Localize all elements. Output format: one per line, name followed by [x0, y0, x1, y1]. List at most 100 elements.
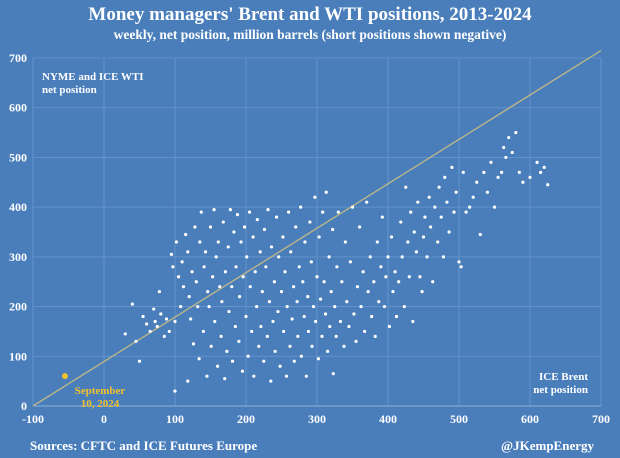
data-point	[418, 275, 422, 279]
data-point	[159, 312, 163, 316]
data-point	[216, 364, 220, 368]
data-point	[404, 185, 408, 189]
data-point	[288, 344, 292, 348]
data-point	[134, 339, 138, 343]
data-point	[301, 280, 305, 284]
data-point	[179, 304, 183, 309]
highlight-label-line1: September	[75, 385, 126, 397]
data-point	[194, 280, 198, 284]
data-point	[322, 280, 326, 284]
data-point	[380, 215, 384, 219]
data-point	[205, 374, 209, 378]
data-point	[478, 232, 482, 237]
data-point	[546, 183, 550, 187]
data-point	[225, 349, 229, 353]
x-tick-label: 300	[308, 412, 326, 426]
data-point	[164, 317, 169, 321]
data-point	[507, 135, 511, 140]
data-point	[214, 255, 218, 259]
data-point	[223, 377, 227, 381]
data-point	[368, 255, 372, 259]
x-tick-label: 400	[379, 412, 397, 426]
data-point	[287, 210, 291, 214]
data-point	[176, 275, 181, 279]
data-point	[323, 312, 328, 316]
data-point	[510, 150, 514, 155]
data-point	[244, 314, 248, 319]
y-tick-label: 200	[9, 300, 27, 314]
data-point	[259, 324, 263, 329]
data-point	[347, 324, 351, 329]
data-point	[199, 210, 203, 214]
data-point	[223, 270, 228, 274]
data-point	[306, 295, 310, 299]
data-point	[327, 255, 331, 259]
data-point	[203, 250, 208, 254]
data-point	[336, 210, 340, 214]
data-point	[429, 225, 433, 229]
data-point	[420, 290, 424, 294]
data-point	[228, 208, 232, 212]
data-point	[209, 344, 213, 348]
data-point	[302, 314, 306, 319]
data-point	[208, 225, 213, 229]
data-point	[421, 235, 426, 239]
data-point	[248, 285, 252, 289]
y-axis-label-line2: net position	[42, 84, 97, 96]
data-point	[184, 232, 188, 237]
data-point	[409, 210, 413, 214]
data-point	[162, 334, 166, 338]
data-point	[358, 225, 362, 229]
data-point	[443, 175, 447, 179]
data-point	[431, 280, 435, 284]
data-point	[457, 260, 461, 264]
data-point	[255, 304, 259, 309]
y-tick-label: 0	[21, 399, 27, 413]
data-point	[169, 252, 174, 256]
data-point	[186, 250, 190, 254]
chart-subtitle: weekly, net position, million barrels (s…	[113, 27, 507, 42]
data-point	[239, 240, 243, 244]
data-point	[304, 374, 308, 378]
x-tick-label: 700	[592, 412, 610, 426]
data-point	[278, 364, 282, 368]
data-point	[262, 359, 266, 363]
data-point	[153, 319, 157, 324]
data-point	[269, 379, 273, 383]
data-point	[181, 285, 186, 289]
data-point	[211, 275, 215, 279]
x-tick-label: 600	[521, 412, 539, 426]
data-point	[514, 130, 518, 135]
data-point	[246, 354, 250, 358]
data-point	[389, 235, 394, 239]
highlight-point	[61, 373, 68, 380]
data-point	[234, 265, 238, 269]
data-point	[375, 240, 379, 244]
data-point	[257, 344, 261, 348]
data-point	[433, 205, 437, 209]
data-point	[262, 227, 267, 232]
data-point	[274, 215, 279, 219]
data-point	[471, 195, 475, 199]
y-tick-label: 500	[9, 150, 27, 164]
data-point	[277, 255, 281, 259]
data-point	[174, 240, 179, 244]
data-point	[145, 322, 149, 326]
data-point	[317, 235, 321, 239]
data-point	[345, 300, 349, 304]
data-point	[437, 185, 441, 189]
data-point	[292, 359, 296, 363]
data-point	[445, 200, 449, 204]
data-point	[414, 250, 418, 254]
data-point	[334, 334, 338, 338]
data-point	[447, 230, 451, 234]
x-tick-label: 500	[450, 412, 468, 426]
data-point	[459, 265, 463, 269]
data-point	[157, 290, 161, 294]
data-point	[393, 270, 397, 274]
data-point	[320, 334, 324, 338]
data-point	[489, 160, 493, 164]
data-point	[329, 290, 333, 294]
data-point	[441, 255, 445, 259]
